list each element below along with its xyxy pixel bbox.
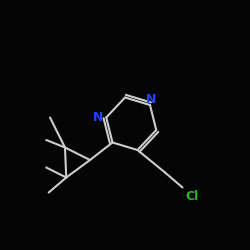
Text: N: N bbox=[146, 93, 156, 106]
Text: Cl: Cl bbox=[185, 190, 198, 202]
Text: N: N bbox=[93, 111, 104, 124]
